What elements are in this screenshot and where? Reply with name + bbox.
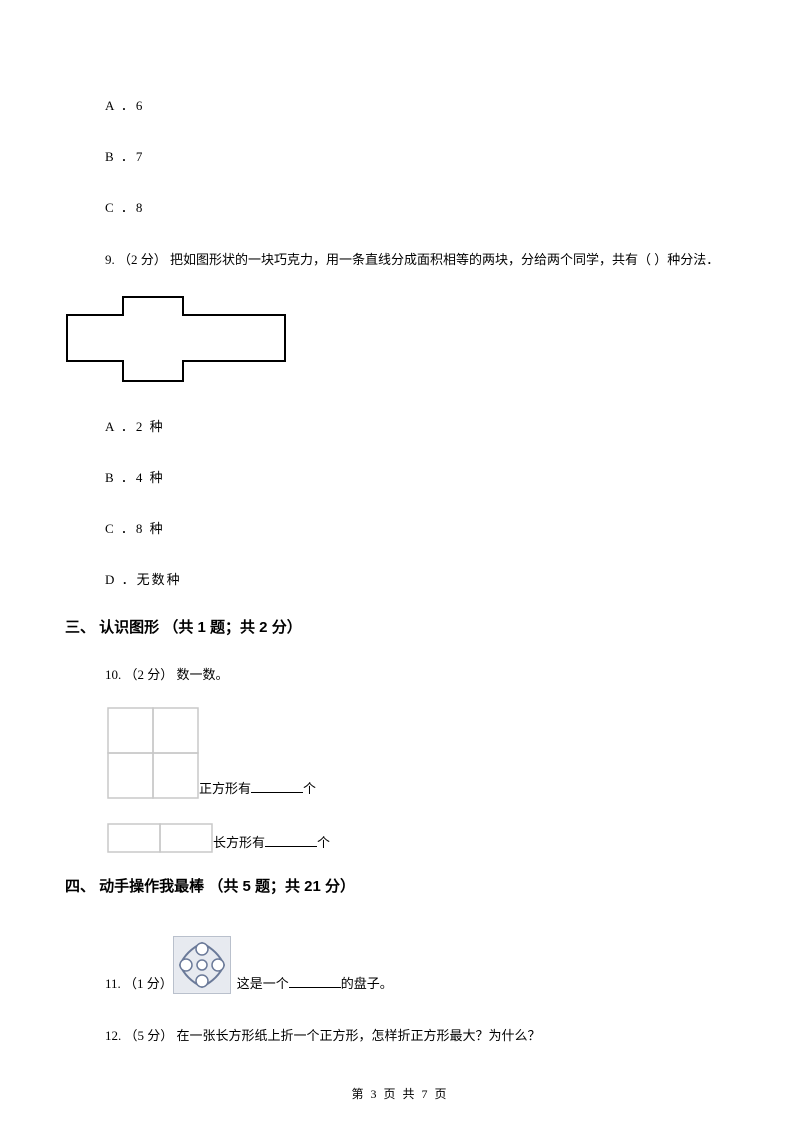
q10-square-row: 正方形有 个 [107, 707, 735, 799]
q9-option-a: A ．2 种 [105, 416, 735, 435]
rect-grid-shape [107, 823, 213, 853]
q10-sq-blank [251, 780, 303, 793]
q11-after: 的盘子。 [341, 976, 393, 991]
prev-option-c: C ．8 [105, 197, 735, 216]
q12-text: 12. （5 分） 在一张长方形纸上折一个正方形，怎样折正方形最大？为什么？ [105, 1024, 735, 1049]
q10-sq-after: 个 [303, 781, 316, 796]
q11-prefix: 11. （1 分） [105, 973, 173, 992]
prev-option-a: A ．6 [105, 95, 735, 114]
q10-sq-before: 正方形有 [199, 781, 251, 796]
q9-cross-shape [65, 295, 735, 390]
page-footer: 第 3 页 共 7 页 [0, 1085, 800, 1102]
cross-shape-svg [65, 295, 287, 385]
q10-rect-after: 个 [317, 835, 330, 850]
section3-title: 三、 认识图形 （共 1 题；共 2 分） [65, 616, 735, 637]
q11-before: 这是一个 [237, 976, 289, 991]
q9-option-d: D ．无数种 [105, 569, 735, 588]
section4-title: 四、 动手操作我最棒 （共 5 题；共 21 分） [65, 875, 735, 896]
q11-text: 这是一个 的盘子。 [237, 973, 393, 992]
decorative-tile-icon [173, 936, 231, 994]
q9-option-c: C ．8 种 [105, 518, 735, 537]
q10-rect-before: 长方形有 [213, 835, 265, 850]
q9-option-b: B ．4 种 [105, 467, 735, 486]
q10-rect-label: 长方形有 个 [213, 832, 330, 851]
square-grid-shape [107, 707, 199, 799]
prev-option-b: B ．7 [105, 146, 735, 165]
q10-rect-row: 长方形有 个 [107, 823, 735, 853]
q10-rect-blank [265, 834, 317, 847]
q11-row: 11. （1 分） 这是一个 的盘子。 [105, 936, 735, 994]
page-container: A ．6 B ．7 C ．8 9. （2 分） 把如图形状的一块巧克力，用一条直… [0, 0, 800, 1111]
q10-text: 10. （2 分） 数一数。 [105, 663, 735, 688]
q9-text: 9. （2 分） 把如图形状的一块巧克力，用一条直线分成面积相等的两块，分给两个… [105, 248, 735, 273]
q11-blank [289, 975, 341, 988]
q10-square-label: 正方形有 个 [199, 778, 316, 797]
